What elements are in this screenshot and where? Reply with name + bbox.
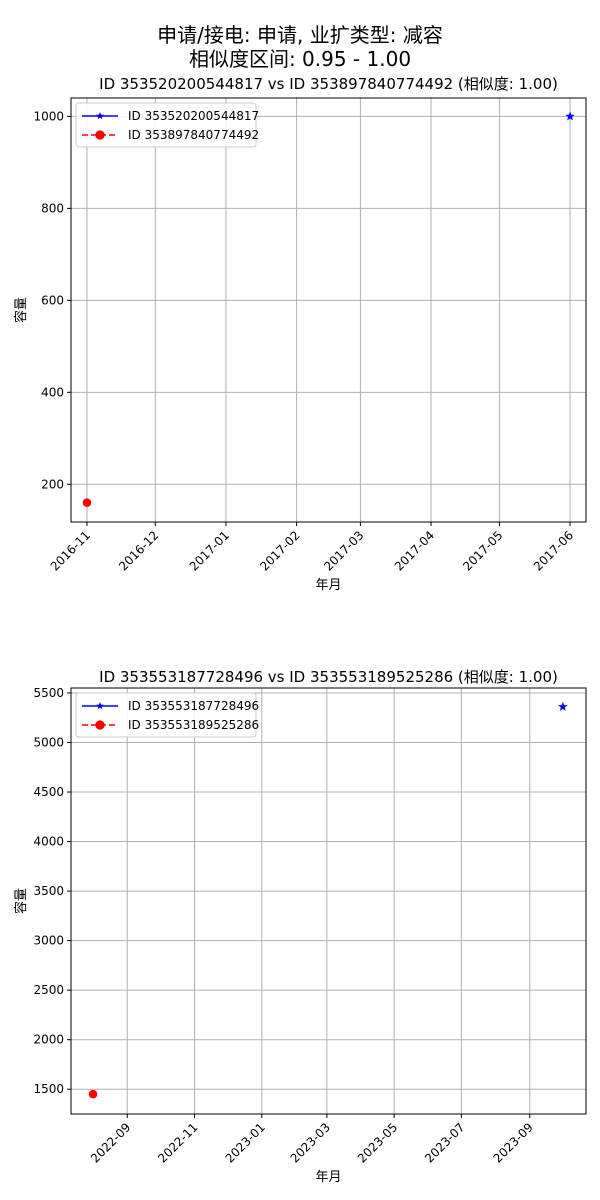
chart-1-legend-marker-1 — [96, 112, 104, 120]
chart-2-x-tick-label: 2023-03 — [288, 1120, 333, 1165]
figure-suptitle-line1: 申请/接电: 申请, 业扩类型: 减容 — [157, 23, 443, 47]
chart-1-y-tick-label: 800 — [41, 201, 64, 215]
chart-2-legend-label-1: ID 353553187728496 — [128, 699, 259, 713]
chart-2-x-tick-label: 2022-09 — [88, 1120, 133, 1165]
chart-2-y-tick-label: 3000 — [33, 934, 64, 948]
chart-1-x-tick-label: 2016-12 — [116, 528, 161, 573]
chart-1-y-axis-label: 容量 — [13, 297, 29, 323]
chart-1-plot-frame — [70, 97, 587, 523]
chart-2-y-tick-label: 2500 — [33, 983, 64, 997]
figure-suptitle-line2: 相似度区间: 0.95 - 1.00 — [189, 47, 411, 71]
chart-2-y-tick-label: 1500 — [33, 1082, 64, 1096]
chart-1-y-tick-label: 200 — [41, 477, 64, 491]
chart-2-x-tick-label: 2023-01 — [223, 1120, 268, 1165]
chart-2-legend — [75, 692, 257, 738]
chart-2-legend-marker-2 — [95, 720, 105, 730]
chart-2-y-tick-label: 4000 — [33, 835, 64, 849]
chart-2-x-tick-label: 2023-07 — [422, 1120, 467, 1165]
chart-1-series-1-point — [565, 111, 575, 121]
chart-1-series-2-point — [82, 498, 92, 507]
chart-1-legend-label-1: ID 353520200544817 — [128, 109, 259, 123]
chart-1-x-tick-label: 2017-06 — [531, 528, 576, 573]
chart-2-y-tick-label: 5000 — [33, 735, 64, 749]
chart-2-x-tick-label: 2023-09 — [491, 1120, 536, 1165]
chart-2-x-axis-label: 年月 — [315, 1170, 341, 1185]
chart-2-title: ID 353553187728496 vs ID 353553189525286… — [99, 668, 558, 686]
chart-2-series-2-point — [88, 1089, 98, 1099]
chart-2: ID 353553187728496 vs ID 353553189525286… — [13, 668, 587, 1185]
chart-1-x-tick-label: 2017-02 — [257, 528, 302, 573]
chart-2-y-tick-label: 5500 — [33, 686, 64, 700]
chart-1-legend-label-2: ID 353897840774492 — [128, 128, 259, 142]
chart-1-x-tick-label: 2016-11 — [48, 528, 93, 573]
chart-1-y-tick-label: 400 — [41, 385, 64, 399]
chart-2-y-tick-label: 4500 — [33, 785, 64, 799]
chart-2-legend-marker-1 — [96, 702, 104, 710]
chart-1-x-axis-label: 年月 — [315, 578, 341, 593]
chart-1-x-tick-label: 2017-03 — [321, 528, 366, 573]
chart-1-x-tick-label: 2017-01 — [187, 528, 232, 573]
chart-1-y-tick-label: 1000 — [33, 109, 64, 123]
chart-1-title: ID 353520200544817 vs ID 353897840774492… — [99, 75, 558, 93]
chart-1-y-tick-label: 600 — [41, 293, 64, 307]
chart-1-legend-marker-2 — [95, 130, 105, 140]
chart-1-legend — [75, 102, 257, 148]
chart-2-series-1-point — [558, 701, 568, 711]
chart-2-plot-frame — [70, 687, 587, 1115]
chart-2-y-axis-label: 容量 — [13, 888, 29, 914]
chart-2-y-tick-label: 3500 — [33, 884, 64, 898]
chart-2-y-tick-label: 2000 — [33, 1033, 64, 1047]
chart-1: ID 353520200544817 vs ID 353897840774492… — [13, 75, 587, 593]
chart-2-x-tick-label: 2023-05 — [355, 1120, 400, 1165]
chart-2-legend-label-2: ID 353553189525286 — [128, 718, 259, 732]
chart-2-x-tick-label: 2022-11 — [155, 1120, 200, 1165]
chart-1-x-tick-label: 2017-04 — [392, 528, 437, 573]
chart-1-x-tick-label: 2017-05 — [460, 528, 505, 573]
